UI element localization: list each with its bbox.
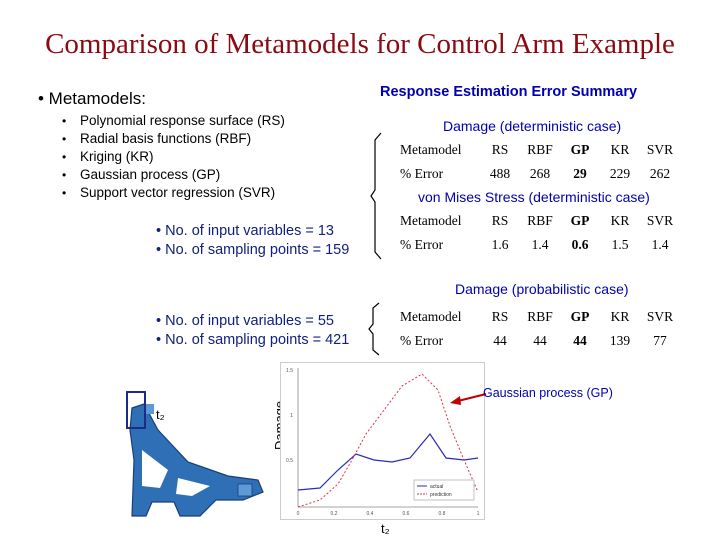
gp-callout-arrow (450, 393, 487, 405)
table-cell: Metamodel (400, 213, 462, 228)
table-cell: RS (491, 213, 509, 228)
table-cell: % Error (400, 166, 444, 181)
table2-label: von Mises Stress (deterministic case) (418, 189, 650, 205)
table-cell: SVR (646, 309, 674, 324)
table-cell: 1.4 (531, 237, 549, 252)
table-cell: 139 (609, 333, 631, 348)
table-cell: 488 (489, 166, 511, 181)
table-cell: RS (491, 309, 509, 324)
table-cell: RBF (527, 142, 553, 157)
table-cell: GP (570, 142, 590, 157)
gp-callout-label: Gaussian process (GP) (483, 386, 613, 400)
table1: Metamodel RS RBF GP KR SVR % Error 488 2… (400, 138, 680, 186)
table-cell: 44 (573, 333, 587, 348)
table-cell: GP (570, 213, 590, 228)
table-cell: GP (570, 309, 590, 324)
case2-info: • No. of input variables = 55 • No. of s… (156, 312, 349, 350)
table3-header-row: Metamodel RS RBF GP KR SVR (400, 305, 680, 329)
y-tick-label: 1.5 (286, 368, 293, 374)
damage-plot: 1.5 1 0.5 0 0.2 0.4 0.6 0.8 1 actual pre… (280, 362, 485, 520)
metamodel-item-kr: Kriging (KR) (62, 148, 285, 166)
y-tick-label: 1 (290, 413, 293, 419)
x-tick-label: 0.4 (367, 511, 374, 517)
table-cell: 1.4 (651, 237, 669, 252)
table-cell: SVR (646, 142, 674, 157)
case2-sampling-points: • No. of sampling points = 421 (156, 332, 350, 348)
table-cell: 29 (573, 166, 587, 181)
plot-x-axis-label: t₂ (381, 521, 390, 536)
table1-error-row: % Error 488 268 29 229 262 (400, 162, 680, 186)
prediction-series-line (297, 373, 479, 508)
table2-header-row: Metamodel RS RBF GP KR SVR (400, 209, 680, 233)
metamodel-item-gp: Gaussian process (GP) (62, 166, 285, 184)
table-cell: KR (610, 309, 630, 324)
actual-series-line (297, 432, 479, 491)
x-tick-label: 0.6 (403, 511, 410, 517)
x-tick-label: 0.2 (331, 511, 338, 517)
table-cell: 262 (649, 166, 671, 181)
table-cell: 44 (493, 333, 507, 348)
table-cell: % Error (400, 237, 444, 252)
table-cell: 77 (653, 333, 667, 348)
table-cell: 229 (609, 166, 631, 181)
metamodel-item-rs: Polynomial response surface (RS) (62, 112, 285, 130)
table-cell: KR (610, 142, 630, 157)
metamodel-item-svr: Support vector regression (SVR) (62, 184, 285, 202)
metamodel-item-rbf: Radial basis functions (RBF) (62, 130, 285, 148)
case1-bracket (370, 132, 382, 260)
table3: Metamodel RS RBF GP KR SVR % Error 44 44… (400, 305, 680, 353)
table3-label: Damage (probabilistic case) (455, 281, 629, 297)
page-title: Comparison of Metamodels for Control Arm… (45, 28, 675, 60)
case1-sampling-points: • No. of sampling points = 159 (156, 242, 350, 258)
table-cell: RS (491, 142, 509, 157)
table-cell: SVR (646, 213, 674, 228)
table3-error-row: % Error 44 44 44 139 77 (400, 329, 680, 353)
metamodels-heading: • Metamodels: (38, 89, 146, 108)
summary-title: Response Estimation Error Summary (380, 84, 638, 100)
x-tick-label: 0 (297, 511, 300, 517)
case2-bracket (368, 302, 380, 356)
table-cell: KR (610, 213, 630, 228)
table-cell: RBF (527, 309, 553, 324)
table-cell: RBF (527, 213, 553, 228)
table-cell: Metamodel (400, 309, 462, 324)
table1-header-row: Metamodel RS RBF GP KR SVR (400, 138, 680, 162)
table1-label: Damage (deterministic case) (443, 118, 622, 134)
table-cell: 1.6 (491, 237, 509, 252)
legend-actual: actual (430, 484, 443, 490)
table2: Metamodel RS RBF GP KR SVR % Error 1.6 1… (400, 209, 680, 257)
case1-input-variables: • No. of input variables = 13 (156, 223, 334, 239)
legend-prediction: prediction (430, 492, 452, 498)
table-cell: 0.6 (571, 237, 589, 252)
case2-input-variables: • No. of input variables = 55 (156, 313, 334, 329)
x-tick-label: 0.8 (439, 511, 446, 517)
case1-info: • No. of input variables = 13 • No. of s… (156, 222, 349, 260)
y-tick-label: 0.5 (286, 458, 293, 464)
control-arm-illustration (126, 391, 264, 517)
table2-error-row: % Error 1.6 1.4 0.6 1.5 1.4 (400, 233, 680, 257)
table-cell: 1.5 (611, 237, 629, 252)
table-cell: 268 (529, 166, 551, 181)
table-cell: 44 (533, 333, 547, 348)
table-cell: Metamodel (400, 142, 462, 157)
plot-legend (413, 479, 475, 501)
table-cell: % Error (400, 333, 444, 348)
part-t2-label: t₂ (156, 407, 165, 422)
metamodels-list: Polynomial response surface (RS) Radial … (62, 112, 285, 202)
x-tick-label: 1 (477, 511, 480, 517)
